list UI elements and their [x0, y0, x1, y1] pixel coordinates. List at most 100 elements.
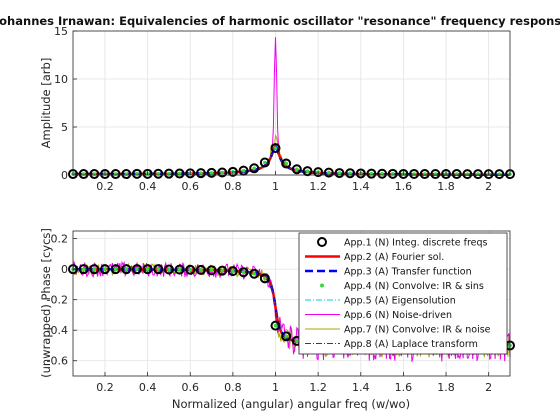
top-app1-marker: [89, 169, 100, 180]
legend: App.1 (N) Integ. discrete freqs App.2 (A)…: [298, 232, 508, 355]
top-app4-marker: [199, 171, 203, 175]
bottom-app4-marker: [177, 267, 182, 272]
top-ytick-label: 5: [61, 121, 68, 134]
top-app4-marker: [369, 171, 374, 176]
top-app1-marker: [249, 163, 260, 174]
bottom-app4-marker: [135, 267, 139, 271]
top-xtick-label: 1: [272, 180, 279, 193]
top-app1-marker: [355, 168, 366, 179]
legend-label-app8: App.8 (A) Laplace transform: [344, 339, 478, 350]
top-app4-marker: [220, 170, 225, 175]
top-app1-marker: [323, 167, 334, 178]
bottom-xtick-label: 0.8: [224, 381, 242, 394]
legend-label-app2: App.2 (A) Fourier sol.: [344, 252, 444, 263]
bottom-ytick-label: 0.2: [51, 233, 69, 246]
top-app4-marker: [263, 160, 267, 165]
bottom-axes-box: [72, 230, 511, 377]
bottom-ticks: 0.2 0.4 0.6 0.8 1 1.2 1.4 1.6 1.8 2 0.2 0 -0.2 -0.4 -0…: [47, 233, 493, 394]
bottom-xtick-label: 1.2: [309, 381, 327, 394]
top-axes-box: [72, 30, 511, 176]
bottom-ytick-label: 0: [61, 263, 68, 276]
bottom-app1-marker: [249, 268, 260, 279]
bottom-app4-marker: [252, 271, 256, 276]
top-app1-marker: [419, 169, 430, 180]
legend-label-app5: App.5 (A) Eigensolution: [344, 296, 456, 307]
top-app1-marker: [185, 168, 196, 179]
top-app4-marker: [241, 168, 246, 173]
top-xtick-label: 1.8: [437, 180, 455, 193]
top-app1-marker: [473, 169, 484, 180]
top-app1-marker: [142, 168, 153, 179]
bottom-app1-marker: [110, 264, 121, 275]
bottom-app4-marker: [103, 267, 107, 271]
top-app1-marker: [259, 157, 270, 168]
bottom-app4-marker: [284, 334, 288, 339]
top-xtick-label: 0.2: [96, 180, 114, 193]
bottom-app1-marker: [185, 264, 196, 275]
top-app4-marker: [167, 171, 171, 176]
top-app1-marker: [494, 169, 505, 180]
top-app1-marker: [398, 168, 409, 179]
top-ylabel: Amplitude [arb]: [39, 58, 53, 149]
bottom-app1-marker: [121, 264, 132, 275]
top-app1-marker: [334, 168, 345, 179]
top-xtick-label: 2: [485, 180, 492, 193]
top-app1-marker: [110, 169, 121, 180]
bottom-xtick-label: 0.4: [139, 381, 157, 394]
legend-label-app7: App.7 (N) Convolve: IR & noise: [344, 325, 491, 336]
top-xtick-label: 0.6: [181, 180, 199, 193]
bottom-app1-marker: [217, 265, 228, 276]
top-app1-marker: [195, 168, 206, 179]
top-app1-marker: [451, 169, 462, 180]
bottom-app1-marker: [227, 266, 238, 277]
bottom-app4-marker: [273, 323, 278, 328]
legend-label-app6: App.6 (N) Noise-driven: [344, 310, 452, 321]
top-app1-marker: [345, 168, 356, 179]
top-app4-marker: [337, 171, 342, 175]
top-app1-marker: [270, 143, 281, 154]
bottom-app4-marker: [113, 267, 118, 271]
top-xtick-label: 0.8: [224, 180, 242, 193]
top-app1-marker: [121, 169, 132, 180]
bottom-app4-marker: [209, 268, 214, 273]
bottom-app4-marker: [231, 269, 235, 273]
legend-label-app1: App.1 (N) Integ. discrete freqs: [344, 238, 488, 249]
bottom-app4-marker: [241, 270, 246, 275]
bottom-app1-marker: [163, 264, 174, 275]
top-app1-marker: [313, 167, 324, 178]
top-app1-marker: [291, 164, 302, 175]
top-app1-marker: [99, 169, 110, 180]
top-app4-marker: [209, 171, 214, 175]
figure-title: Johannes Irnawan: Equivalencies of harmo…: [0, 14, 560, 28]
bottom-ytick-label: -0.2: [47, 294, 68, 307]
legend-box: [298, 232, 508, 355]
top-app1-marker: [430, 169, 441, 180]
top-app1-marker: [227, 166, 238, 177]
top-plot-area: [73, 31, 510, 175]
top-app4-marker: [177, 171, 182, 176]
bottom-app1-marker: [89, 264, 100, 275]
bottom-app1-marker: [206, 265, 217, 276]
top-app4-marker: [252, 166, 256, 171]
top-app1-marker: [163, 168, 174, 179]
legend-label-app4: App.4 (N) Convolve: IR & sins: [344, 281, 484, 292]
bottom-app4-marker: [167, 267, 171, 272]
bottom-app1-marker: [238, 267, 249, 278]
bottom-app1-marker: [259, 273, 270, 284]
top-app1-marker: [366, 168, 377, 179]
legend-swatch-app4: [320, 283, 324, 288]
bottom-xtick-label: 1.4: [352, 381, 370, 394]
bottom-xtick-label: 0.6: [181, 381, 199, 394]
top-app1-marker: [387, 168, 398, 179]
bottom-app4-marker: [156, 267, 161, 271]
top-app4-marker: [273, 146, 278, 150]
top-ytick-label: 10: [54, 73, 68, 86]
bottom-app1-marker: [142, 264, 153, 275]
bottom-app1-marker: [131, 264, 142, 275]
top-series-app8-laplace: [73, 145, 510, 176]
top-app1-marker: [174, 168, 185, 179]
bottom-app1-marker: [99, 264, 110, 275]
bottom-ytick-label: -0.6: [47, 355, 68, 368]
top-app4-marker: [327, 170, 331, 175]
